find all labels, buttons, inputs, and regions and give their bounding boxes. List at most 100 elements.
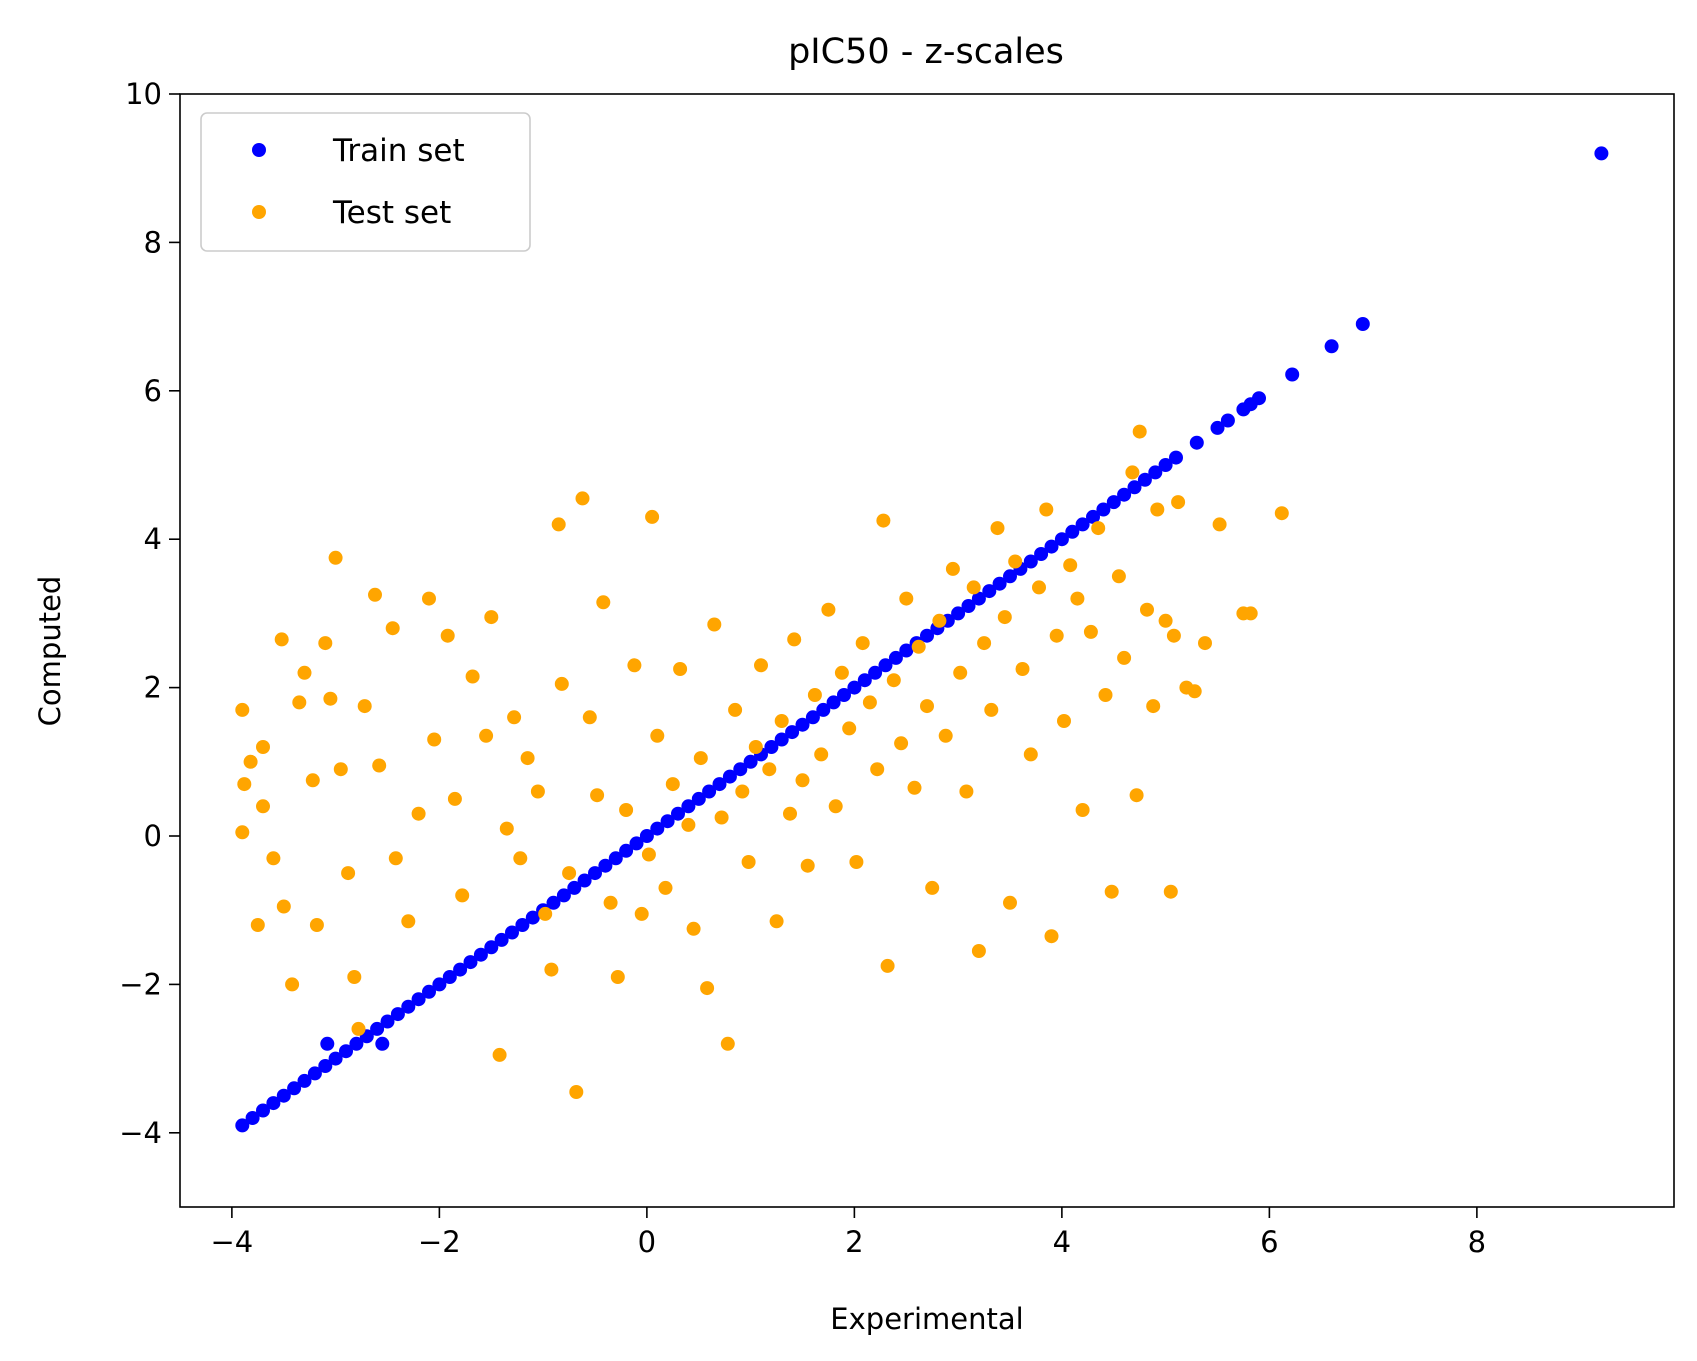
test-point (911, 639, 926, 654)
x-tick-label: −4 (211, 1225, 254, 1259)
series-train (235, 146, 1609, 1133)
train-point (837, 688, 851, 702)
train-point (722, 769, 737, 784)
plot-area (235, 146, 1609, 1133)
y-tick-label: 0 (144, 819, 162, 853)
train-point (671, 806, 685, 821)
test-point (971, 944, 986, 958)
train-point (598, 858, 613, 873)
test-point (520, 751, 535, 766)
test-point (328, 550, 343, 565)
test-point (953, 665, 968, 680)
test-point (499, 821, 514, 836)
test-point (938, 728, 953, 743)
x-tick-label: 8 (1468, 1225, 1486, 1259)
train-point (639, 829, 654, 843)
test-point (590, 788, 605, 803)
test-point (530, 784, 545, 799)
train-point (743, 754, 758, 769)
test-point (1083, 624, 1098, 639)
train-point (961, 599, 976, 613)
train-point (857, 673, 872, 688)
test-point (828, 799, 843, 814)
test-point (1150, 502, 1165, 517)
train-point (349, 1036, 364, 1051)
train-point (951, 606, 966, 621)
x-tick-label: −2 (418, 1225, 461, 1259)
test-point (634, 906, 649, 921)
train-point (847, 680, 862, 695)
test-point (769, 914, 784, 929)
train-point (1034, 547, 1049, 561)
test-point (256, 740, 270, 754)
train-point (473, 947, 488, 962)
test-point (862, 695, 877, 710)
train-point (505, 925, 519, 940)
test-point (1129, 788, 1144, 803)
y-tick-label: 2 (144, 671, 162, 705)
test-point (357, 699, 372, 714)
train-point (1003, 569, 1017, 584)
train-point (1148, 465, 1163, 480)
test-point (596, 595, 611, 610)
train-point (287, 1081, 302, 1096)
test-point (427, 732, 442, 747)
test-point (870, 762, 885, 777)
test-point (411, 806, 426, 821)
test-point (700, 981, 715, 996)
test-point (297, 665, 312, 680)
test-point (1212, 517, 1227, 532)
train-point (484, 940, 499, 955)
test-point (1070, 591, 1085, 606)
test-point (554, 676, 569, 691)
test-point (1098, 688, 1113, 702)
train-point (411, 992, 426, 1007)
test-point (250, 918, 265, 932)
test-point (774, 714, 789, 728)
test-point (821, 602, 836, 617)
train-point (1106, 495, 1121, 510)
train-point (650, 821, 665, 836)
train-point (546, 895, 561, 910)
y-tick-label: 8 (144, 225, 162, 259)
plot-frame (179, 93, 1675, 1208)
test-point (783, 806, 797, 821)
train-point (339, 1044, 353, 1059)
y-axis-title: Computed (33, 576, 67, 727)
test-point (1039, 502, 1054, 517)
x-axis-title: Experimental (830, 1302, 1023, 1336)
train-point (375, 1036, 390, 1051)
train-point (235, 1118, 250, 1133)
test-point (582, 710, 597, 725)
train-point (971, 591, 986, 606)
test-point (876, 513, 891, 528)
train-point (1324, 339, 1339, 354)
test-point (855, 636, 870, 651)
test-point (323, 691, 338, 706)
train-point (785, 725, 800, 740)
test-point (347, 970, 362, 984)
test-point (1063, 558, 1078, 573)
test-point (513, 851, 528, 866)
test-point (266, 851, 281, 866)
test-point (645, 509, 660, 524)
test-point (455, 888, 470, 903)
train-point (556, 888, 571, 903)
train-point (276, 1088, 291, 1103)
train-point (982, 584, 997, 599)
test-point (1171, 495, 1186, 510)
test-point (619, 803, 634, 817)
train-point (608, 851, 623, 866)
test-point (1117, 650, 1132, 665)
test-point (1187, 684, 1202, 699)
test-point (274, 632, 289, 647)
train-point (774, 732, 789, 747)
train-point (1210, 420, 1225, 435)
test-point (886, 673, 901, 688)
legend: Train set Test set (200, 112, 531, 252)
test-point (256, 799, 270, 814)
test-point (641, 847, 656, 862)
test-point (1146, 699, 1161, 714)
test-point (401, 914, 416, 929)
